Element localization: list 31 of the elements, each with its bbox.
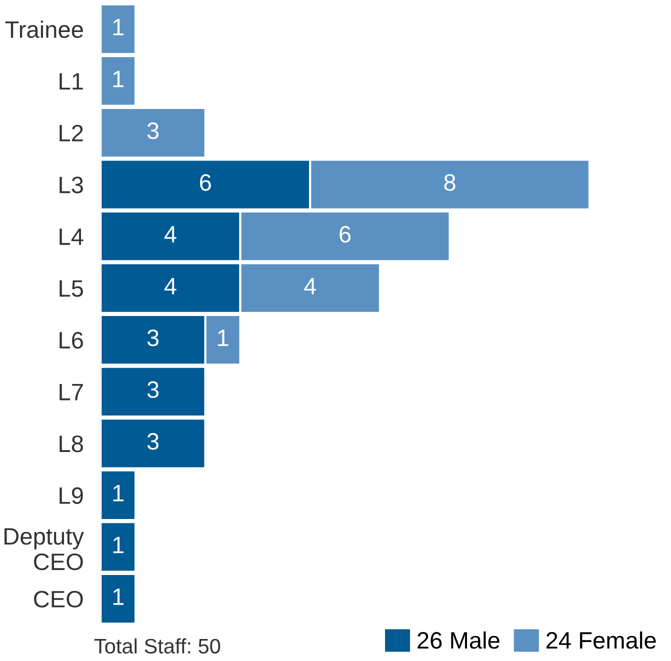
data-label: 4: [304, 278, 316, 294]
legend-label: 24 Female: [546, 631, 656, 649]
data-label: 3: [147, 329, 159, 346]
data-label: 6: [200, 174, 211, 191]
data-label: 1: [113, 19, 124, 36]
data-label: 1: [113, 485, 124, 502]
legend-label: 26 Male: [418, 631, 500, 649]
y-tick-label: L3: [60, 176, 83, 194]
data-label: 1: [218, 330, 228, 346]
y-tick-label: L6: [60, 332, 83, 349]
y-tick-label: CEO: [34, 590, 83, 608]
data-label: 8: [444, 174, 456, 191]
data-label: 1: [113, 70, 124, 88]
y-tick-label: L1: [60, 73, 83, 90]
y-tick-label: L7: [60, 384, 83, 400]
y-tick-label: Deptuty CEO: [4, 528, 84, 570]
y-tick-label: L9: [60, 487, 83, 504]
data-label: 4: [164, 278, 176, 294]
text: Total Staff: 50: [94, 638, 220, 654]
data-label: 3: [147, 433, 159, 450]
y-tick-label: Trainee: [5, 20, 83, 38]
data-label: 1: [113, 588, 124, 605]
data-label: 6: [340, 226, 351, 243]
data-label: 1: [113, 536, 124, 554]
y-tick-label: L2: [60, 124, 83, 142]
y-tick-label: L4: [60, 228, 84, 245]
y-tick-label: L8: [60, 435, 83, 452]
y-tick-label: L5: [60, 280, 83, 297]
data-label: 4: [164, 226, 176, 242]
data-label: 3: [147, 381, 159, 398]
data-label: 3: [147, 122, 159, 140]
